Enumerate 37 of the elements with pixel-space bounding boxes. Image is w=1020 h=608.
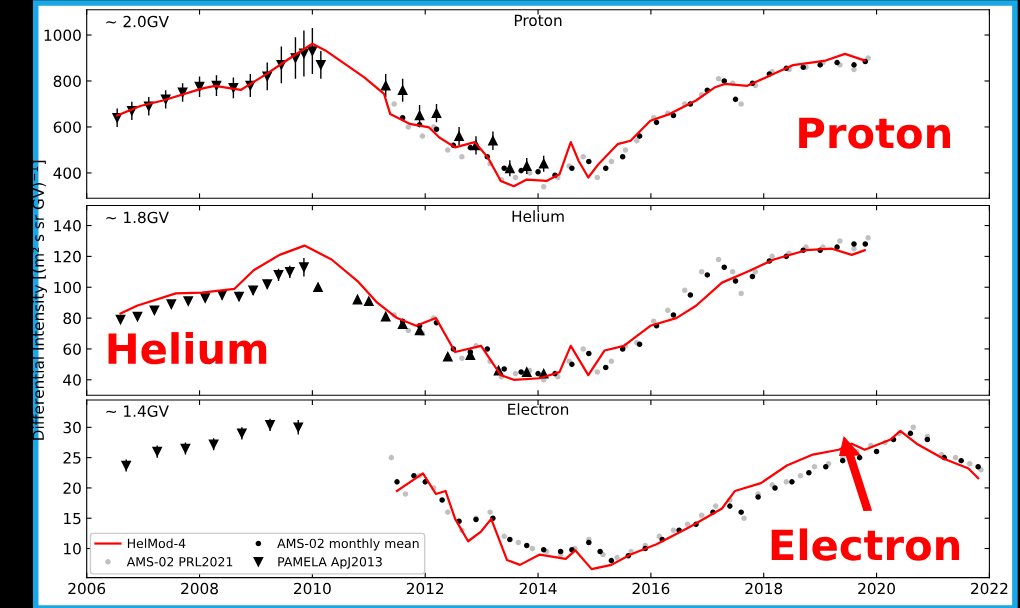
- x-tick-label: 2006: [68, 582, 106, 595]
- y-tick-label: 25: [63, 452, 81, 464]
- y-tick-label: 10: [64, 542, 81, 555]
- y-tick-label: 15: [64, 512, 81, 525]
- y-tick-label: 100: [54, 281, 81, 294]
- legend-label: PAMELA ApJ2013: [278, 556, 382, 569]
- y-tick-label: 140: [54, 220, 81, 232]
- y-tick-label: 800: [53, 75, 81, 87]
- y-tick-label: 40: [63, 374, 81, 386]
- legend-label: AMS-02 PRL2021: [126, 556, 233, 567]
- x-tick-label: 2018: [745, 582, 783, 595]
- y-tick-label: 600: [53, 121, 81, 133]
- legend-label: AMS-02 monthly mean: [277, 538, 419, 551]
- annotation: ~ 1.8GV: [106, 211, 169, 224]
- x-tick-label: 2010: [294, 582, 331, 595]
- annotation: Proton: [799, 117, 951, 149]
- y-tick-label: 60: [63, 343, 81, 355]
- chart-title: Proton: [514, 14, 562, 27]
- legend-label: HelMod-4: [127, 538, 186, 549]
- chart-title: Electron: [508, 403, 569, 416]
- x-tick-label: 2008: [181, 582, 218, 595]
- annotation: Helium: [108, 332, 267, 365]
- chart-title: Helium: [512, 210, 564, 223]
- annotation: Electron: [771, 528, 960, 561]
- x-tick-label: 2020: [858, 582, 895, 595]
- y-tick-label: 30: [63, 421, 81, 434]
- y-tick-label: 400: [53, 167, 81, 179]
- annotation: ~ 1.4GV: [106, 405, 169, 417]
- x-tick-label: 2022: [971, 582, 1008, 595]
- y-tick-label: 120: [54, 250, 81, 263]
- x-tick-label: 2014: [519, 582, 557, 595]
- x-tick-label: 2016: [632, 582, 670, 595]
- y-tick-label: 20: [63, 482, 81, 494]
- annotation: ~ 2.0GV: [106, 15, 169, 28]
- x-tick-label: 2012: [406, 582, 444, 595]
- y-tick-label: 1000: [44, 29, 81, 42]
- y-tick-label: 80: [63, 312, 81, 325]
